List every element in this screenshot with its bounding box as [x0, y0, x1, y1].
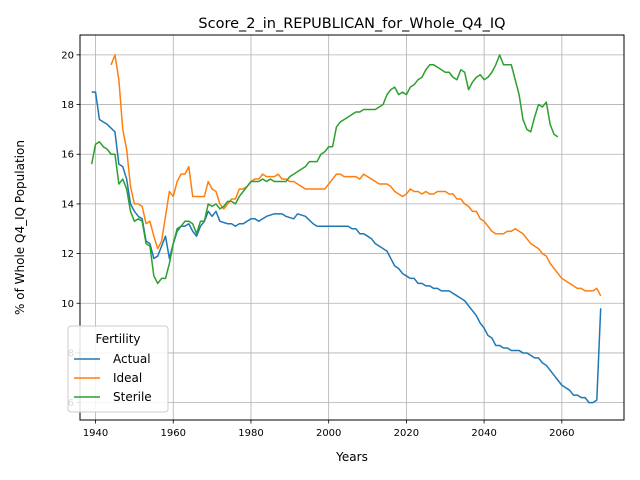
legend-label-actual: Actual	[113, 352, 151, 366]
y-tick-label: 16	[61, 150, 74, 161]
series-line-sterile	[90, 54, 559, 285]
x-axis-label: Years	[335, 450, 368, 464]
legend-box	[67, 325, 169, 413]
series-line-ideal	[110, 54, 602, 297]
y-tick-label: 10	[61, 299, 74, 310]
x-tick-label: 2000	[316, 428, 341, 439]
x-axis-ticks: 1940 1960 1980 2000 2020 2040 2060	[83, 420, 575, 439]
legend-label-ideal: Ideal	[113, 371, 142, 385]
y-tick-label: 20	[61, 50, 74, 61]
x-tick-label: 1940	[83, 428, 108, 439]
series-lines	[90, 54, 602, 404]
x-tick-label: 2020	[394, 428, 419, 439]
y-axis-label: % of Whole Q4_IQ Population	[13, 140, 27, 315]
y-tick-label: 14	[61, 199, 74, 210]
chart-title: Score_2_in_REPUBLICAN_for_Whole_Q4_IQ	[198, 16, 505, 32]
x-tick-label: 2040	[471, 428, 496, 439]
y-tick-label: 12	[61, 249, 74, 260]
x-tick-label: 2060	[549, 428, 574, 439]
y-tick-label: 18	[61, 100, 74, 111]
gridlines	[80, 35, 624, 420]
legend: Fertility Actual Ideal Sterile	[67, 325, 169, 413]
plot-frame	[79, 34, 625, 421]
legend-title: Fertility	[95, 332, 140, 346]
legend-label-sterile: Sterile	[113, 390, 152, 404]
x-tick-label: 1960	[161, 428, 186, 439]
x-tick-label: 1980	[238, 428, 263, 439]
